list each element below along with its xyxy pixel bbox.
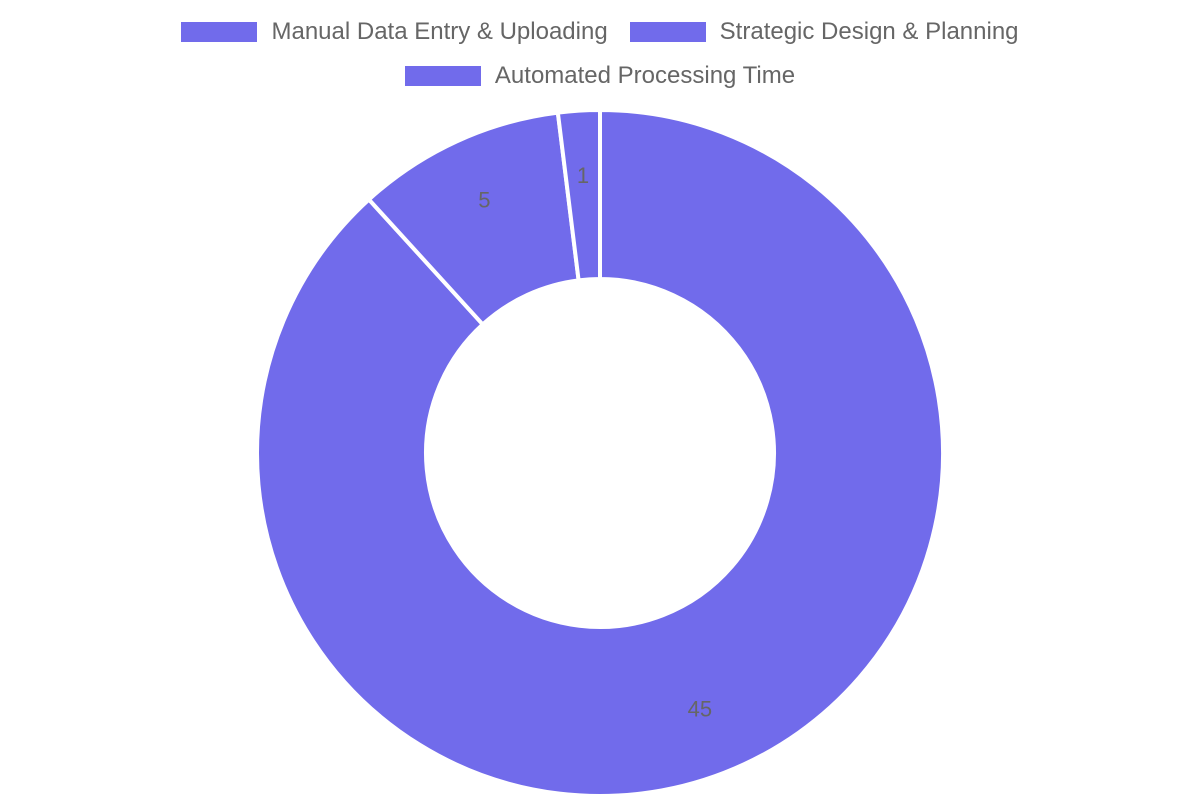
legend-swatch-strategic-design xyxy=(629,22,706,42)
legend-label-manual-data-entry: Manual Data Entry & Uploading xyxy=(271,18,608,45)
legend-swatch-manual-data-entry xyxy=(181,22,258,42)
slice-manual-data-entry[interactable] xyxy=(255,107,945,798)
legend-row-1: Manual Data Entry & Uploading Strategic … xyxy=(0,18,1200,46)
legend-label-automated-processing: Automated Processing Time xyxy=(494,62,796,89)
legend-item-automated-processing[interactable]: Automated Processing Time xyxy=(404,62,796,90)
slice-automated-processing[interactable] xyxy=(555,107,602,283)
legend-item-manual-data-entry[interactable]: Manual Data Entry & Uploading xyxy=(181,18,608,46)
legend-swatch-automated-processing xyxy=(404,66,481,86)
data-label-manual-data-entry: 45 xyxy=(688,697,712,722)
legend-label-strategic-design: Strategic Design & Planning xyxy=(719,18,1019,45)
legend-item-strategic-design[interactable]: Strategic Design & Planning xyxy=(629,18,1019,46)
doughnut-slices xyxy=(255,107,945,798)
doughnut-data-labels: 45 5 1 xyxy=(478,163,712,722)
legend-row-2: Automated Processing Time xyxy=(0,62,1200,90)
data-label-automated-processing: 1 xyxy=(577,163,589,188)
data-label-strategic-design: 5 xyxy=(478,188,490,213)
